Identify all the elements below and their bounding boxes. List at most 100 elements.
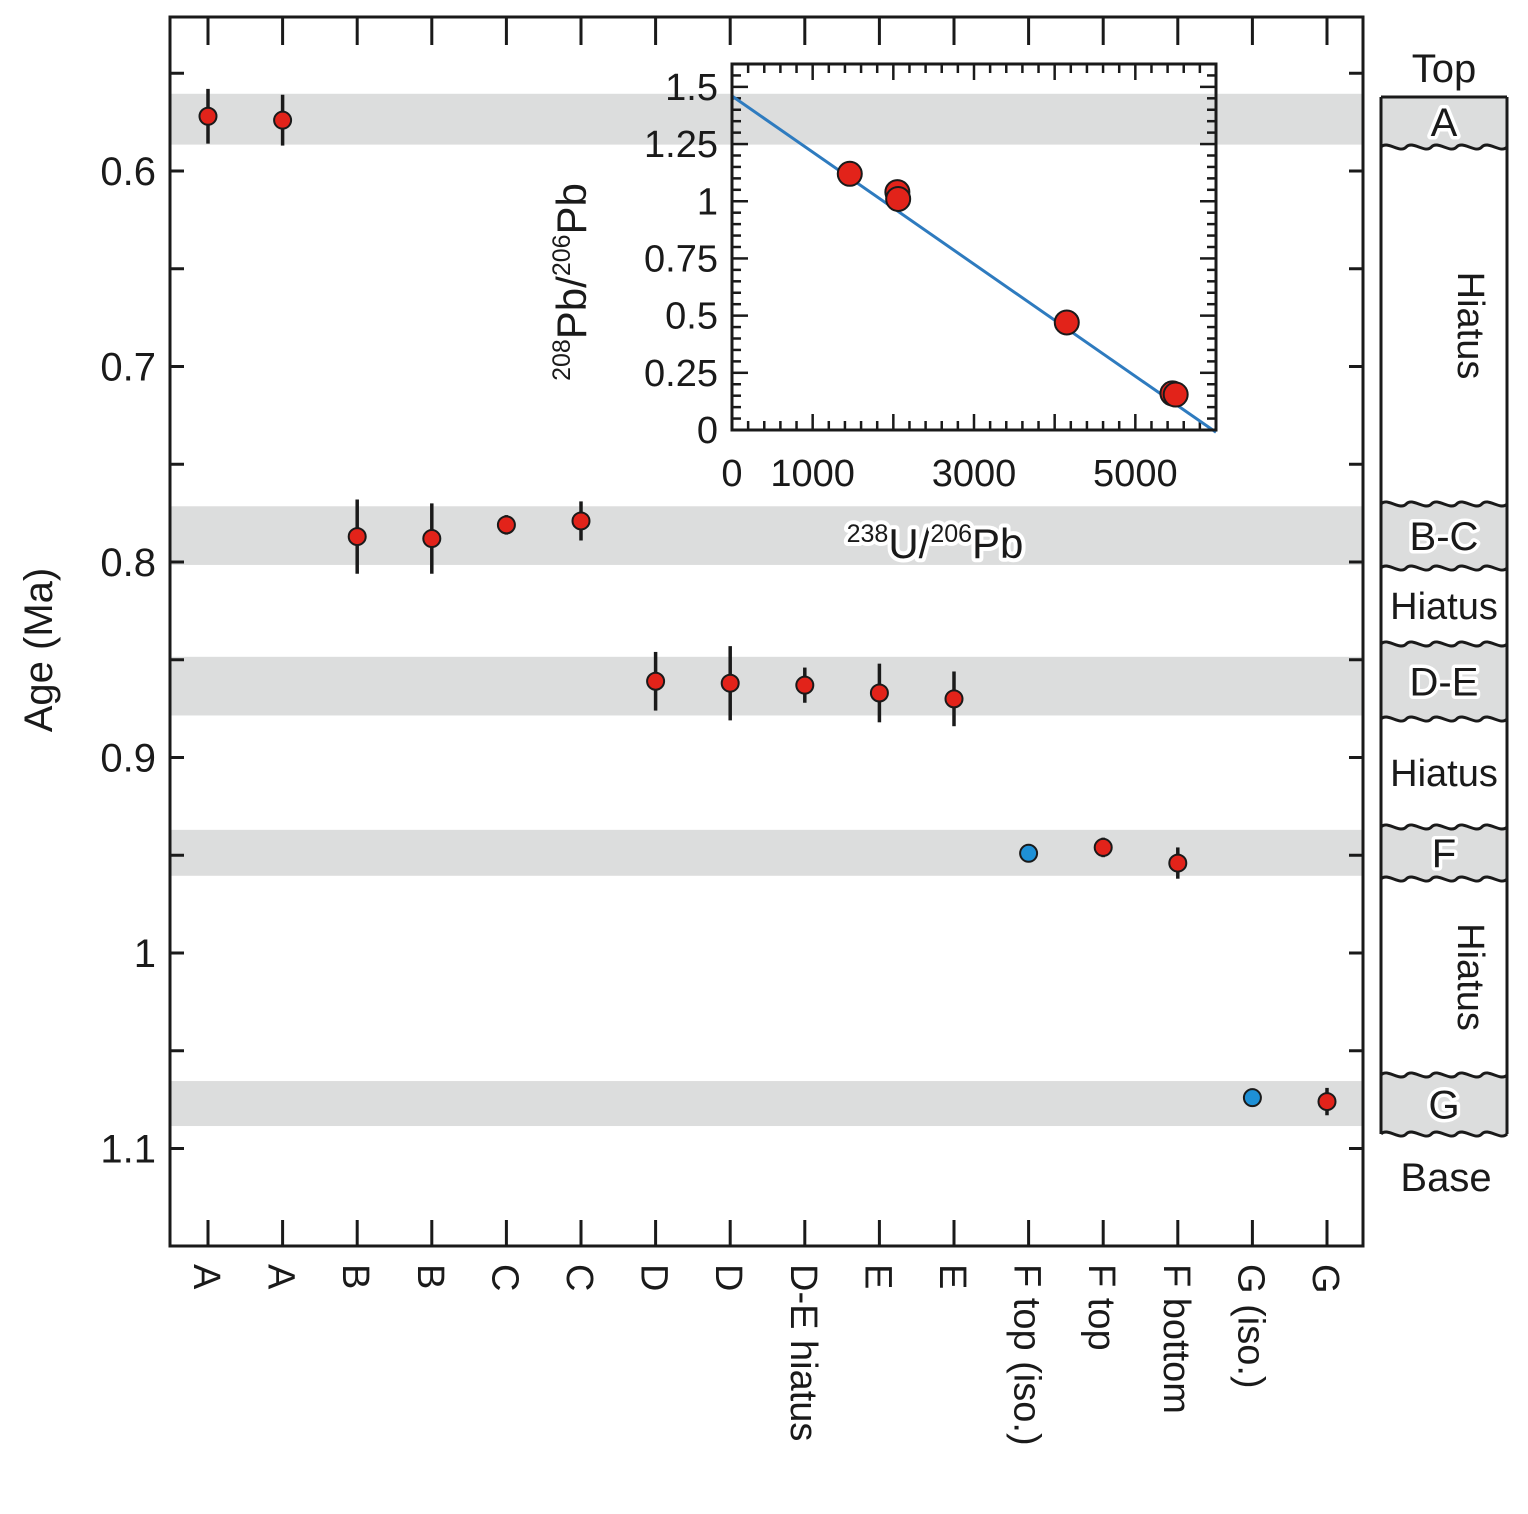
category-label: B	[334, 1264, 376, 1289]
strat-layer-label: D-E	[1410, 661, 1479, 705]
strat-layer-g	[1381, 1075, 1507, 1134]
shaded-band-d-e	[170, 656, 1363, 716]
strat-layer-b-c	[1381, 504, 1507, 568]
category-label: F top (iso.)	[1006, 1264, 1048, 1446]
data-point	[422, 529, 442, 549]
data-point	[273, 110, 293, 130]
strat-hiatus-label: Hiatus	[1390, 586, 1498, 628]
shaded-bands	[170, 93, 1363, 1127]
data-point	[944, 689, 964, 709]
data-point	[571, 511, 591, 531]
unconformity-line	[1379, 500, 1509, 508]
inset-data-point	[1162, 381, 1189, 408]
y-tick-label: 0.6	[100, 150, 156, 194]
inset-y-title-sup1: 208	[548, 339, 576, 381]
y-axis-title: Age (Ma)	[17, 568, 61, 733]
category-label: G (iso.)	[1229, 1264, 1271, 1389]
inset-y-tick-label: 0	[697, 410, 718, 452]
unconformity-line	[1379, 143, 1509, 151]
inset-x-title-part2: Pb	[972, 520, 1023, 567]
category-label: D-E hiatus	[782, 1264, 824, 1441]
inset-y-tick-label: 1.5	[665, 67, 718, 109]
data-point	[869, 683, 889, 703]
inset-data-point	[1053, 309, 1080, 336]
data-point	[1093, 837, 1113, 857]
shaded-band-b-c	[170, 506, 1363, 565]
data-point-isochron	[1019, 843, 1039, 863]
strat-layer-label: F	[1432, 832, 1456, 876]
unconformity-line	[1379, 715, 1509, 723]
y-tick-label: 1	[134, 932, 156, 976]
unconformity-line	[1379, 1130, 1509, 1138]
inset-y-tick-label: 0.25	[644, 353, 718, 395]
strat-layer-label: G	[1428, 1084, 1459, 1128]
inset-x-title-part1: U/	[888, 520, 930, 567]
category-label: D	[633, 1264, 675, 1291]
strat-hiatus-label: Hiatus	[1449, 923, 1491, 1031]
data-point	[646, 671, 666, 691]
y-tick-label: 0.8	[100, 541, 156, 585]
data-point	[198, 106, 218, 126]
category-label: C	[558, 1264, 600, 1291]
strat-layer-a	[1381, 97, 1507, 147]
strat-hiatus-label: Hiatus	[1390, 753, 1498, 795]
inset-y-axis-title: 208Pb/206Pb	[548, 183, 595, 381]
category-label: F bottom	[1155, 1264, 1197, 1414]
inset-x-tick-label: 0	[721, 453, 742, 495]
inset-y-tick-label: 1.25	[644, 124, 718, 166]
inset-x-title-sup2: 206	[930, 520, 972, 548]
y-tick-label: 0.7	[100, 346, 156, 390]
unconformity-line	[1379, 875, 1509, 883]
category-label: E	[931, 1264, 973, 1289]
data-point-isochron	[1242, 1088, 1262, 1108]
inset-y-tick-label: 1	[697, 181, 718, 223]
inset-x-tick-label: 3000	[932, 453, 1017, 495]
unconformity-line	[1379, 823, 1509, 831]
inset-regression-line	[731, 94, 1217, 434]
stratigraphic-column: A Hiatus B-C Hiatus D-E Hiatus F Hiatus G	[1379, 95, 1509, 1138]
inset-data-point	[836, 160, 863, 187]
main-plot-frame	[168, 15, 1365, 1248]
main-axis-ticks: 0.6 0.7 0.8 0.9 1 1.1 A A B B C C D D D-E hiatus E E F to…	[100, 17, 1363, 1446]
inset-y-tick-label: 0.5	[665, 296, 718, 338]
strat-base-label: Base	[1400, 1156, 1491, 1200]
strat-top-label: Top	[1412, 47, 1477, 91]
data-point	[1317, 1092, 1337, 1112]
inset-x-tick-label: 5000	[1093, 453, 1178, 495]
category-label: G	[1304, 1264, 1346, 1294]
inset-y-title-part1: Pb/	[548, 276, 595, 339]
unconformity-line	[1379, 564, 1509, 572]
shaded-band-g	[170, 1081, 1363, 1127]
category-label: A	[185, 1264, 227, 1290]
strat-hiatus-label: Hiatus	[1449, 272, 1491, 380]
y-tick-label: 0.9	[100, 737, 156, 781]
category-label: D	[707, 1264, 749, 1291]
data-point	[795, 675, 815, 695]
inset-y-tick-label: 0.75	[644, 238, 718, 280]
category-label: C	[483, 1264, 525, 1291]
strat-layer-label: B-C	[1410, 515, 1479, 559]
main-data-points	[198, 88, 1337, 1116]
inset-x-axis-title: 238U/206Pb	[847, 520, 1024, 567]
category-label: A	[260, 1264, 302, 1290]
data-point	[720, 673, 740, 693]
category-label: E	[856, 1264, 898, 1289]
inset-x-title-sup1: 238	[847, 520, 889, 548]
category-label: F top	[1080, 1264, 1122, 1351]
inset-data-point	[885, 185, 912, 212]
strat-layer-d-e	[1381, 644, 1507, 719]
strat-layer-label: A	[1431, 101, 1458, 145]
inset-x-tick-label: 1000	[770, 453, 855, 495]
data-point	[496, 515, 516, 535]
y-tick-label: 1.1	[100, 1128, 156, 1172]
inset-y-title-part2: Pb	[548, 183, 595, 234]
unconformity-line	[1379, 640, 1509, 648]
data-point	[1168, 853, 1188, 873]
category-label: B	[409, 1264, 451, 1289]
inset-plot-frame	[730, 62, 1218, 432]
shaded-band-f	[170, 829, 1363, 876]
inset-chart: 0 1000 3000 5000 0 0.25 0.5 0.75 1 1.25 1.5 238U/2…	[548, 62, 1218, 571]
inset-y-title-sup2: 206	[548, 234, 576, 276]
data-point	[347, 527, 367, 547]
